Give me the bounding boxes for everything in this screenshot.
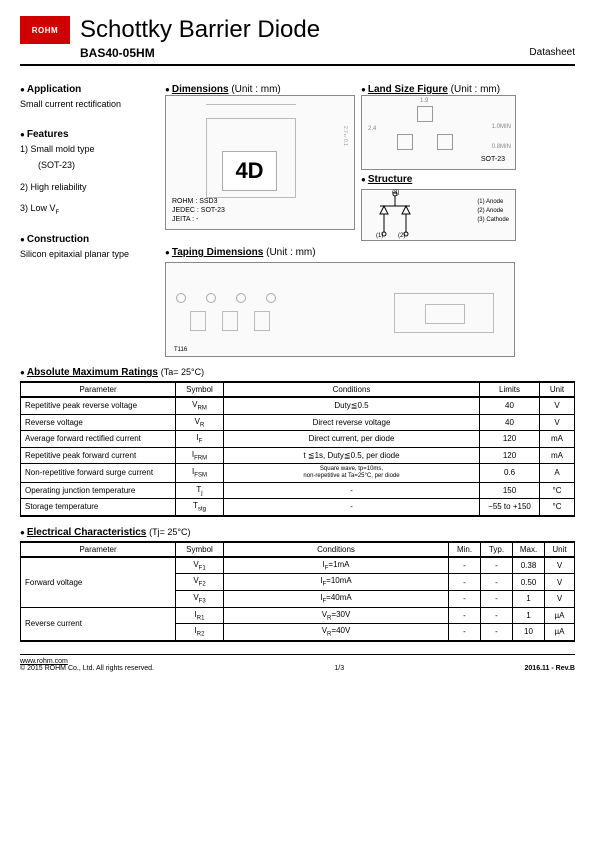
- taping-heading: Taping Dimensions (Unit : mm): [165, 247, 575, 258]
- construction-text: Silicon epitaxial planar type: [20, 248, 155, 261]
- col-symbol: Symbol: [176, 382, 224, 397]
- dimensions-heading: Dimensions (Unit : mm): [165, 84, 355, 95]
- part-number: BAS40-05HM: [80, 46, 529, 60]
- table-row: Operating junction temperatureTj-150°C: [21, 482, 575, 499]
- footer-url: www.rohm.com: [20, 658, 154, 665]
- table-row: Repetitive peak reverse voltageVRMDuty≦0…: [21, 397, 575, 414]
- col-param: Parameter: [21, 382, 176, 397]
- landsize-diagram: 1.9 2.4 1.0MIN 0.8MIN SOT-23: [361, 95, 516, 170]
- structure-diagram: (3) (1) (2) (1) Anode (2) Anode (3) Cath…: [361, 189, 516, 241]
- application-heading: Application: [20, 84, 155, 95]
- feature-1b: (SOT-23): [38, 159, 155, 173]
- table-row: Repetitive peak forward currentIFRMt ≦1s…: [21, 447, 575, 464]
- footer: www.rohm.com © 2015 ROHM Co., Ltd. All r…: [20, 654, 575, 672]
- construction-heading: Construction: [20, 234, 155, 245]
- page-title: Schottky Barrier Diode: [80, 16, 529, 44]
- header: ROHM Schottky Barrier Diode BAS40-05HM D…: [20, 16, 575, 66]
- dimensions-block: Dimensions (Unit : mm) 4D ROHM : SSD3 JE…: [165, 76, 355, 241]
- dimensions-diagram: 4D ROHM : SSD3 JEDEC : SOT-23 JEITA : - …: [165, 95, 355, 230]
- elec-heading: Electrical Characteristics (Tj= 25°C): [20, 527, 575, 538]
- left-column: Application Small current rectification …: [20, 76, 155, 357]
- feature-3: 3) Low VF: [20, 202, 155, 218]
- table-row: Reverse voltageVRDirect reverse voltage4…: [21, 414, 575, 431]
- table-row: Storage temperatureTstg-−55 to +150°C: [21, 499, 575, 516]
- table-row: Reverse currentIR1VR=30V--1µA: [21, 607, 575, 624]
- footer-rev: 2016.11 - Rev.B: [525, 665, 575, 672]
- taping-diagram: T116: [165, 262, 515, 357]
- top-columns: Application Small current rectification …: [20, 76, 575, 357]
- sot23-label: SOT-23: [481, 156, 505, 163]
- col-limits: Limits: [480, 382, 540, 397]
- elec-table: Parameter Symbol Conditions Min. Typ. Ma…: [20, 541, 575, 642]
- col-max: Max.: [513, 542, 545, 557]
- table-row: Non-repetitive forward surge currentIFSM…: [21, 464, 575, 482]
- doc-type: Datasheet: [529, 47, 575, 58]
- right-column: Dimensions (Unit : mm) 4D ROHM : SSD3 JE…: [165, 76, 575, 357]
- application-text: Small current rectification: [20, 98, 155, 111]
- footer-copy: © 2015 ROHM Co., Ltd. All rights reserve…: [20, 665, 154, 672]
- col-typ: Typ.: [481, 542, 513, 557]
- table-row: Average forward rectified currentIFDirec…: [21, 431, 575, 448]
- col-cond: Conditions: [224, 382, 480, 397]
- structure-heading: Structure: [361, 174, 516, 185]
- feature-2: 2) High reliability: [20, 181, 155, 195]
- features-heading: Features: [20, 129, 155, 140]
- col-min: Min.: [449, 542, 481, 557]
- col-param: Parameter: [21, 542, 176, 557]
- absmax-heading: Absolute Maximum Ratings (Ta= 25°C): [20, 367, 575, 378]
- diagram-row: Dimensions (Unit : mm) 4D ROHM : SSD3 JE…: [165, 76, 575, 241]
- absmax-body: Repetitive peak reverse voltageVRMDuty≦0…: [21, 397, 575, 516]
- footer-left: www.rohm.com © 2015 ROHM Co., Ltd. All r…: [20, 658, 154, 672]
- dimensions-notes: ROHM : SSD3 JEDEC : SOT-23 JEITA : -: [172, 197, 225, 224]
- footer-page: 1/3: [334, 665, 344, 672]
- elec-body: Forward voltageVF1IF=1mA--0.38VVF2IF=10m…: [21, 557, 575, 641]
- absmax-table: Parameter Symbol Conditions Limits Unit …: [20, 381, 575, 517]
- col-unit: Unit: [545, 542, 575, 557]
- col-cond: Conditions: [224, 542, 449, 557]
- landsize-struct-block: Land Size Figure (Unit : mm) 1.9 2.4 1.0…: [361, 76, 516, 241]
- title-block: Schottky Barrier Diode BAS40-05HM: [80, 16, 529, 60]
- landsize-heading: Land Size Figure (Unit : mm): [361, 84, 516, 95]
- col-unit: Unit: [540, 382, 575, 397]
- structure-pins: (1) Anode (2) Anode (3) Cathode: [477, 198, 509, 225]
- page: ROHM Schottky Barrier Diode BAS40-05HM D…: [0, 0, 595, 684]
- note-rohm: ROHM : SSD3: [172, 197, 225, 206]
- table-row: Forward voltageVF1IF=1mA--0.38V: [21, 557, 575, 574]
- col-symbol: Symbol: [176, 542, 224, 557]
- note-jeita: JEITA : -: [172, 215, 225, 224]
- feature-1a: 1) Small mold type: [20, 143, 155, 157]
- rohm-logo: ROHM: [20, 16, 70, 44]
- note-jedec: JEDEC : SOT-23: [172, 206, 225, 215]
